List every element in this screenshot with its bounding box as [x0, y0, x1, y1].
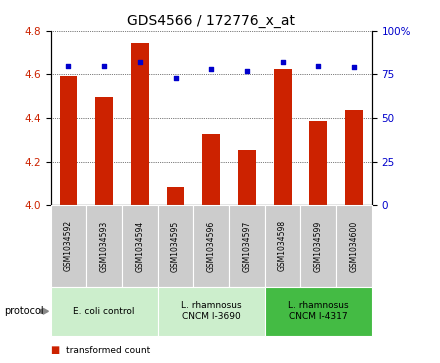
Bar	[59, 76, 77, 205]
Point	[136, 59, 143, 65]
Text: GSM1034593: GSM1034593	[99, 220, 109, 272]
Text: protocol: protocol	[4, 306, 44, 316]
Bar	[167, 187, 184, 205]
Text: GSM1034596: GSM1034596	[207, 220, 216, 272]
Point	[279, 59, 286, 65]
Point	[243, 68, 250, 74]
Text: ■: ■	[51, 345, 60, 355]
Bar	[238, 150, 256, 205]
Bar	[309, 121, 327, 205]
Text: GSM1034597: GSM1034597	[242, 220, 251, 272]
Text: GSM1034600: GSM1034600	[349, 220, 359, 272]
Bar	[202, 134, 220, 205]
Point	[65, 63, 72, 69]
Title: GDS4566 / 172776_x_at: GDS4566 / 172776_x_at	[127, 15, 295, 28]
Text: GSM1034599: GSM1034599	[314, 220, 323, 272]
Text: L. rhamnosus
CNCM I-3690: L. rhamnosus CNCM I-3690	[181, 301, 242, 321]
Text: transformed count: transformed count	[66, 346, 150, 355]
Text: GSM1034595: GSM1034595	[171, 220, 180, 272]
Point	[101, 63, 108, 69]
Bar	[95, 97, 113, 205]
Text: E. coli control: E. coli control	[73, 307, 135, 316]
Text: GSM1034594: GSM1034594	[136, 220, 144, 272]
Point	[350, 65, 357, 70]
Point	[172, 75, 179, 81]
Text: L. rhamnosus
CNCM I-4317: L. rhamnosus CNCM I-4317	[288, 301, 348, 321]
Bar	[345, 110, 363, 205]
Text: GSM1034592: GSM1034592	[64, 220, 73, 272]
Point	[315, 63, 322, 69]
Point	[208, 66, 215, 72]
Bar	[131, 43, 149, 205]
Bar	[274, 69, 291, 205]
Text: GSM1034598: GSM1034598	[278, 220, 287, 272]
